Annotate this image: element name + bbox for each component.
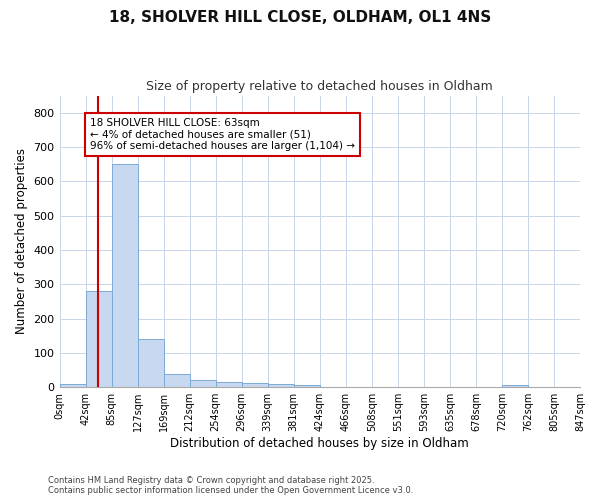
Bar <box>215 382 242 387</box>
Bar <box>242 382 268 387</box>
Bar <box>190 380 215 387</box>
Text: Contains HM Land Registry data © Crown copyright and database right 2025.
Contai: Contains HM Land Registry data © Crown c… <box>48 476 413 495</box>
Bar <box>502 386 528 387</box>
Bar <box>86 291 112 387</box>
Bar <box>137 339 164 387</box>
X-axis label: Distribution of detached houses by size in Oldham: Distribution of detached houses by size … <box>170 437 469 450</box>
Text: 18 SHOLVER HILL CLOSE: 63sqm
← 4% of detached houses are smaller (51)
96% of sem: 18 SHOLVER HILL CLOSE: 63sqm ← 4% of det… <box>90 118 355 151</box>
Bar <box>268 384 294 387</box>
Bar <box>294 386 320 387</box>
Y-axis label: Number of detached properties: Number of detached properties <box>15 148 28 334</box>
Bar <box>164 374 190 387</box>
Bar <box>59 384 86 387</box>
Title: Size of property relative to detached houses in Oldham: Size of property relative to detached ho… <box>146 80 493 93</box>
Text: 18, SHOLVER HILL CLOSE, OLDHAM, OL1 4NS: 18, SHOLVER HILL CLOSE, OLDHAM, OL1 4NS <box>109 10 491 25</box>
Bar <box>112 164 137 387</box>
